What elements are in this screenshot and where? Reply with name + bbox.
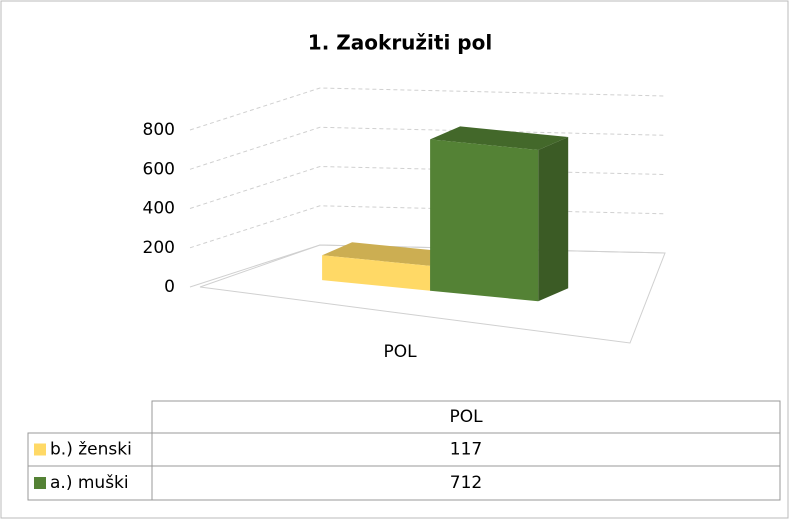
legend-key <box>34 443 46 456</box>
table-value: 117 <box>450 440 482 460</box>
bar-top <box>430 126 569 150</box>
bar-side <box>538 137 569 302</box>
grid-line <box>189 87 666 131</box>
legend-key <box>34 477 46 489</box>
bar-top <box>322 242 461 266</box>
y-tick-label: 400 <box>143 199 175 219</box>
x-tick-label: POL <box>383 342 417 362</box>
table-border <box>27 400 781 501</box>
y-tick-label: 800 <box>143 120 175 140</box>
bar <box>430 139 539 302</box>
table-value: 712 <box>450 473 482 493</box>
y-tick-label: 200 <box>143 238 175 258</box>
grid-line <box>189 126 666 170</box>
legend-label: a.) muški <box>50 473 129 493</box>
table-header: POL <box>449 407 483 427</box>
legend-label: b.) ženski <box>50 440 132 460</box>
bar <box>322 255 431 291</box>
chart-title: 1. Zaokružiti pol <box>308 31 492 55</box>
y-tick-label: 600 <box>143 159 175 179</box>
y-tick-label: 0 <box>164 277 175 297</box>
